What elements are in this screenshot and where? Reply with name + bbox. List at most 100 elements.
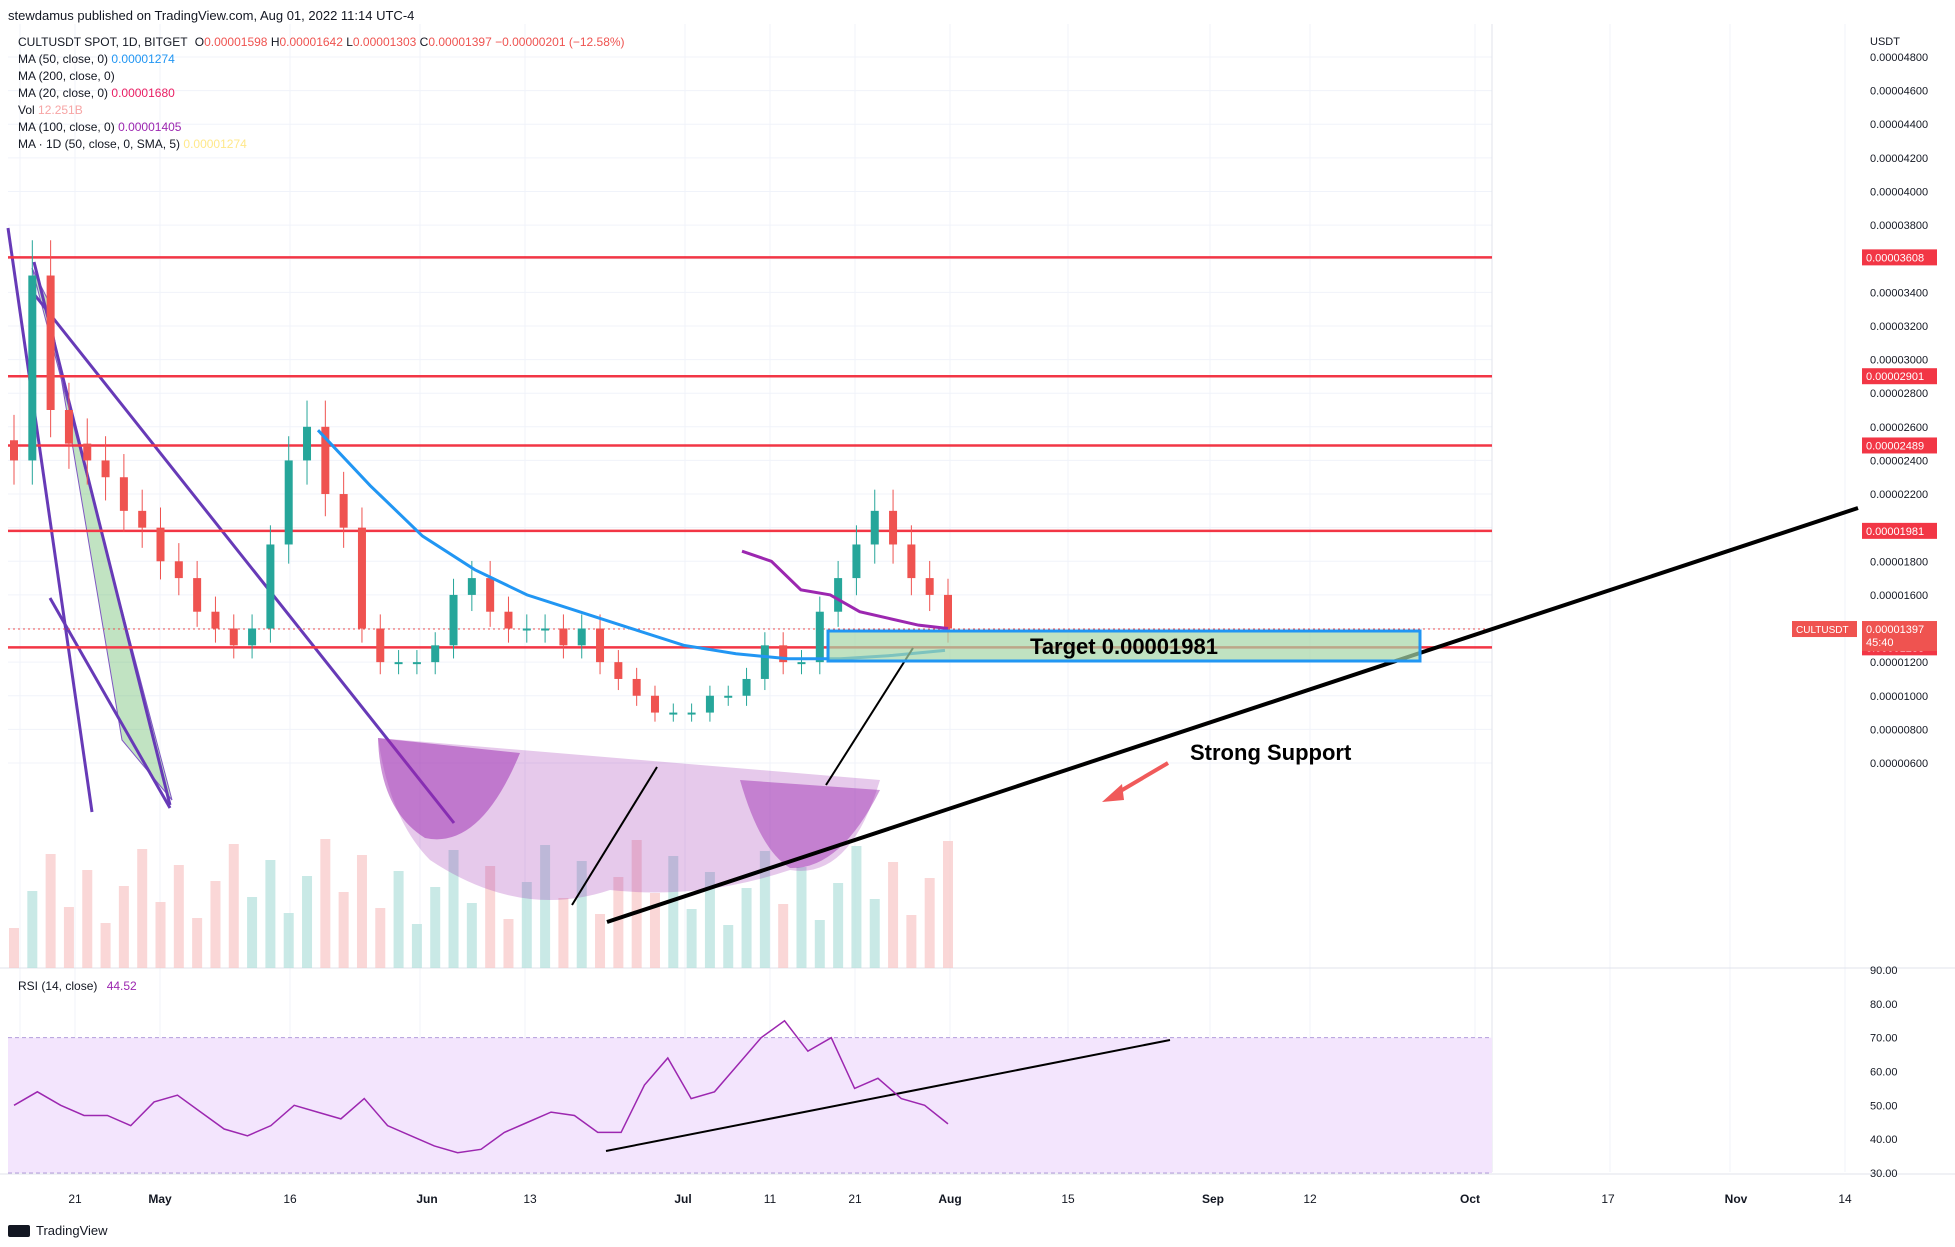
volume-bar <box>393 871 404 968</box>
level-tag <box>1862 437 1937 454</box>
rsi-label: RSI (14, close) <box>18 979 98 993</box>
volume-bar <box>247 897 258 968</box>
volume-bar <box>100 923 111 968</box>
low-label: L <box>346 35 353 49</box>
volume-bar <box>906 915 917 968</box>
price-tick: 0.00003800 <box>1870 220 1928 232</box>
chart-legend: CULTUSDT SPOT, 1D, BITGET O0.00001598 H0… <box>18 34 625 153</box>
volume-bar <box>924 878 935 968</box>
rsi-tick: 80.00 <box>1870 999 1898 1011</box>
time-tick: 11 <box>764 1192 777 1206</box>
candle-body <box>248 628 257 646</box>
volume-bar <box>613 877 624 968</box>
candle-body <box>669 712 678 715</box>
support-label: Strong Support <box>1190 740 1352 765</box>
price-tick: 0.00002400 <box>1870 455 1928 467</box>
candle-body <box>504 611 513 629</box>
target-label: Target 0.00001981 <box>1030 634 1218 659</box>
volume-bar <box>265 860 276 968</box>
candle-body <box>870 510 879 545</box>
falling-trend-line <box>32 293 456 824</box>
price-tick: 0.00000800 <box>1870 724 1928 736</box>
time-tick: Sep <box>1202 1192 1224 1206</box>
candle-body <box>64 410 73 444</box>
volume-bar <box>851 846 862 968</box>
chart-grid <box>0 24 1955 1175</box>
change-value: −0.00000201 (−12.58%) <box>495 35 625 49</box>
tradingview-logo[interactable]: TradingView <box>8 1223 108 1238</box>
time-tick: May <box>148 1192 172 1206</box>
volume-bar <box>943 841 953 968</box>
level-tag-label: 0.00002489 <box>1866 440 1924 452</box>
rsi-tick: 70.00 <box>1870 1033 1898 1045</box>
volume-bar <box>27 891 38 968</box>
horizontal-levels <box>8 256 1492 649</box>
rsi-tick: 50.00 <box>1870 1100 1898 1112</box>
candle-body <box>541 628 550 631</box>
pattern-drawings <box>6 227 880 900</box>
candle-body <box>394 662 403 665</box>
candle-body <box>852 544 861 579</box>
indicator-label: MA (20, close, 0) <box>18 86 109 100</box>
volume-bar <box>631 840 642 968</box>
price-tick: 0.00001000 <box>1870 691 1928 703</box>
price-tick: 0.00004200 <box>1870 153 1928 165</box>
trend-drawings: Target 0.00001981 Strong Support <box>13 506 1859 1154</box>
volume-bar <box>9 928 19 968</box>
price-tick: 0.00004400 <box>1870 119 1928 131</box>
candle-body <box>10 440 18 461</box>
candle-body <box>174 561 183 579</box>
cup-shape <box>378 738 880 900</box>
candle-body <box>815 611 824 663</box>
volume-bar <box>723 925 734 968</box>
indicator-value: 0.00001405 <box>118 120 182 134</box>
candle-body <box>889 510 898 545</box>
volume-bar <box>796 867 807 968</box>
time-tick: Oct <box>1460 1192 1480 1206</box>
indicator-ma100[interactable]: MA (100, close, 0) 0.00001405 <box>18 119 625 136</box>
price-tick: 0.00003400 <box>1870 287 1928 299</box>
candle-body <box>522 628 531 631</box>
indicator-ma50[interactable]: MA (50, close, 0) 0.00001274 <box>18 51 625 68</box>
candle-body <box>193 578 202 612</box>
volume-bar <box>45 854 56 968</box>
candle-body <box>834 578 843 612</box>
candle-body <box>907 544 916 579</box>
handle-shape-right <box>740 780 880 869</box>
time-tick: Jun <box>416 1192 437 1206</box>
current-price-tag <box>1862 621 1937 652</box>
open-value: 0.00001598 <box>204 35 268 49</box>
price-tick: 0.00000600 <box>1870 758 1928 770</box>
candle-body <box>705 695 714 713</box>
volume-bar <box>155 902 166 968</box>
volume-bar <box>503 919 514 968</box>
indicator-ma200[interactable]: MA (200, close, 0) <box>18 68 625 85</box>
volume-bar <box>540 845 551 968</box>
target-box <box>826 629 1422 663</box>
volume-bar <box>375 908 386 968</box>
time-tick: 12 <box>1303 1192 1317 1206</box>
candle-body <box>632 678 641 696</box>
volume-bar <box>320 839 331 968</box>
indicator-label: MA (100, close, 0) <box>18 120 115 134</box>
candle-body <box>486 578 495 612</box>
candle-body <box>357 527 366 629</box>
indicator-vol[interactable]: Vol 12.251B <box>18 102 625 119</box>
volume-bar <box>137 849 148 968</box>
level-tag-label: 0.00001981 <box>1866 526 1924 538</box>
candle-body <box>724 695 733 698</box>
symbol-line: CULTUSDT SPOT, 1D, BITGET O0.00001598 H0… <box>18 34 625 51</box>
price-tick: 0.00001200 <box>1870 657 1928 669</box>
indicator-ma1d[interactable]: MA · 1D (50, close, 0, SMA, 5) 0.0000127… <box>18 136 625 153</box>
publisher-header: stewdamus published on TradingView.com, … <box>8 8 415 23</box>
candle-body <box>83 443 92 461</box>
price-tick: 0.00003000 <box>1870 355 1928 367</box>
volume-bars <box>9 839 953 968</box>
rsi-legend[interactable]: RSI (14, close) 44.52 <box>18 979 137 993</box>
price-tick: 0.00002200 <box>1870 489 1928 501</box>
current-price-label: 0.00001397 <box>1866 624 1924 636</box>
indicator-ma20[interactable]: MA (20, close, 0) 0.00001680 <box>18 85 625 102</box>
rsi-line <box>13 1019 949 1154</box>
candle-body <box>46 275 55 410</box>
